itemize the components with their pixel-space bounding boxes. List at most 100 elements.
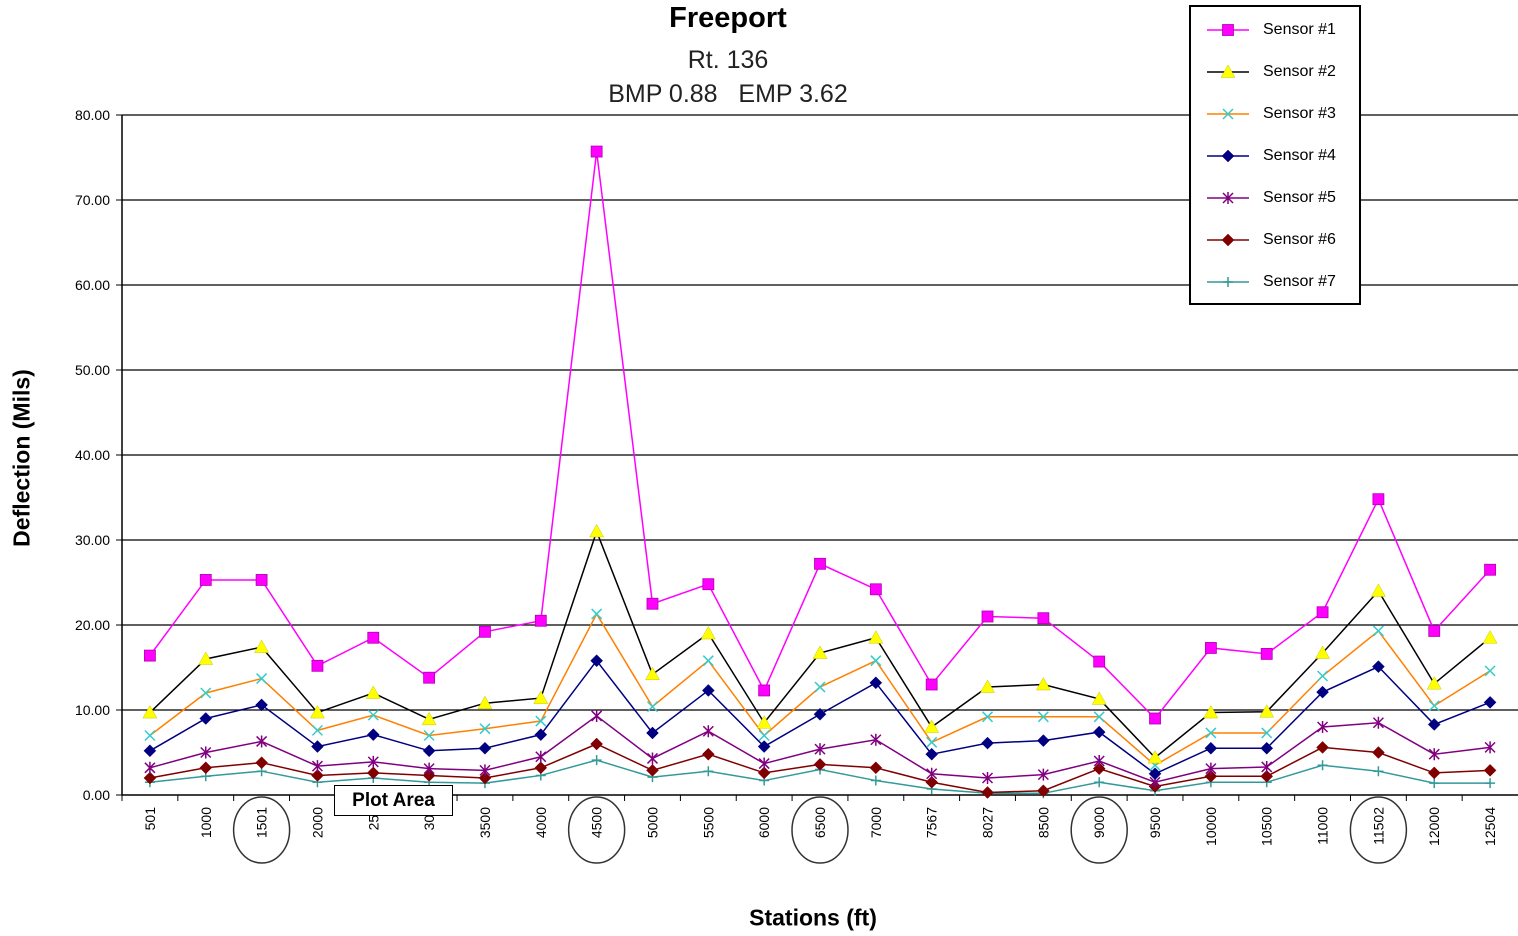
data-point xyxy=(1261,760,1273,773)
data-point xyxy=(702,655,714,667)
legend-item: Sensor #1 xyxy=(1191,15,1361,45)
data-point xyxy=(646,763,659,777)
data-point xyxy=(1428,625,1441,637)
data-point xyxy=(981,711,994,723)
legend-swatch xyxy=(1207,149,1249,163)
data-point xyxy=(256,735,268,748)
data-point xyxy=(1483,763,1497,777)
data-point xyxy=(1094,777,1105,788)
data-point xyxy=(367,709,379,721)
data-point xyxy=(589,523,605,538)
data-point xyxy=(1204,769,1218,783)
data-point xyxy=(310,705,325,719)
data-point xyxy=(1037,734,1050,747)
y-tick-label: 0.00 xyxy=(83,787,110,803)
data-point xyxy=(1372,716,1384,729)
data-point xyxy=(1037,768,1049,781)
x-tick-label: 12504 xyxy=(1482,807,1498,846)
y-tick-label: 10.00 xyxy=(75,702,110,718)
data-point xyxy=(758,729,770,742)
plot-area-callout: Plot Area xyxy=(334,785,453,816)
data-point xyxy=(1203,705,1219,719)
data-point xyxy=(200,687,212,699)
data-point xyxy=(1037,612,1050,625)
legend-swatch xyxy=(1207,192,1249,204)
x-tick-label: 2000 xyxy=(309,807,325,838)
data-point xyxy=(142,705,158,719)
x-tick-label: 12000 xyxy=(1426,807,1442,846)
data-point xyxy=(1427,766,1441,780)
data-point xyxy=(1259,704,1275,718)
data-point xyxy=(365,685,381,699)
x-tick-label: 8500 xyxy=(1035,807,1051,838)
data-point xyxy=(1148,767,1162,781)
data-point xyxy=(199,761,213,775)
y-axis-label: Deflection (Mils) xyxy=(8,369,35,547)
data-point xyxy=(1037,784,1050,798)
data-point xyxy=(591,608,603,620)
x-tick-label: 9500 xyxy=(1147,807,1163,838)
data-point xyxy=(1037,711,1049,723)
x-tick-label: 4000 xyxy=(533,807,549,838)
data-point xyxy=(590,654,603,668)
data-point xyxy=(1316,606,1329,619)
legend-item: Sensor #3 xyxy=(1191,99,1361,129)
data-point xyxy=(1317,721,1329,733)
data-point xyxy=(1149,712,1161,725)
chart-title: Freeport xyxy=(669,2,787,34)
legend-item: Sensor #5 xyxy=(1191,183,1361,213)
data-point xyxy=(311,760,323,773)
data-point xyxy=(870,733,882,746)
data-point xyxy=(925,678,938,691)
data-point xyxy=(254,639,270,653)
data-point xyxy=(1482,630,1498,644)
data-point xyxy=(1093,655,1106,668)
chart-subtitle-mileposts: BMP 0.88 EMP 3.62 xyxy=(608,80,848,108)
data-point xyxy=(423,762,435,775)
data-point xyxy=(534,728,548,742)
y-tick-label: 60.00 xyxy=(75,277,110,293)
data-point xyxy=(144,649,156,662)
data-point xyxy=(534,761,548,775)
legend-swatch xyxy=(1207,233,1249,247)
data-point xyxy=(591,709,603,722)
data-point xyxy=(1426,676,1442,690)
data-point xyxy=(813,707,827,721)
data-point xyxy=(925,775,939,789)
data-point xyxy=(814,681,826,693)
data-point xyxy=(1035,676,1051,691)
data-point xyxy=(702,578,715,591)
legend-label: Sensor #5 xyxy=(1263,189,1336,206)
x-tick-label: 10500 xyxy=(1259,807,1275,846)
data-point xyxy=(870,655,882,667)
data-point xyxy=(311,769,324,782)
data-point xyxy=(812,645,828,659)
data-point xyxy=(1260,741,1274,755)
data-point xyxy=(703,766,714,777)
legend-item: Sensor #2 xyxy=(1191,57,1361,87)
data-point xyxy=(143,771,157,785)
y-tick-label: 30.00 xyxy=(75,532,110,548)
data-point xyxy=(757,740,771,753)
data-point xyxy=(479,723,491,735)
x-tick-label: 11502 xyxy=(1370,807,1386,845)
data-point xyxy=(199,574,212,586)
data-point xyxy=(980,679,995,693)
data-point xyxy=(1260,769,1274,783)
x-tick-label: 6500 xyxy=(812,807,828,838)
data-point xyxy=(646,726,659,740)
data-point xyxy=(1092,762,1106,776)
data-point xyxy=(477,695,493,709)
legend-swatch xyxy=(1207,277,1249,287)
station-highlight-circle xyxy=(567,796,626,864)
data-point xyxy=(1092,725,1106,739)
data-point xyxy=(199,712,213,725)
legend-label: Sensor #7 xyxy=(1263,273,1336,290)
legend-label: Sensor #3 xyxy=(1263,105,1336,122)
legend: Sensor #1 Sensor #2 Sensor #3 Sensor #4 Sens… xyxy=(1189,5,1361,305)
data-point xyxy=(1205,727,1217,739)
chart-subtitle-route: Rt. 136 xyxy=(687,46,769,74)
x-tick-label: 3500 xyxy=(477,807,493,838)
data-point xyxy=(1222,24,1234,36)
